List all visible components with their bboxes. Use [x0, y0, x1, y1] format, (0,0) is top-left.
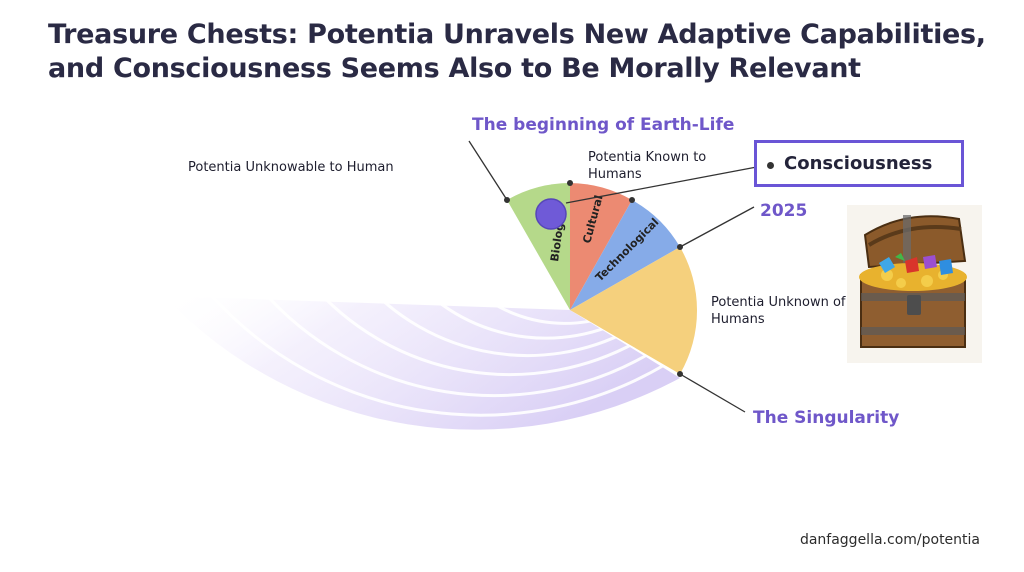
- label-beginning: The beginning of Earth-Life: [472, 115, 735, 135]
- consciousness-callout: Consciousness: [754, 140, 964, 187]
- callout-dot: [767, 162, 774, 169]
- label-unknown: Potentia Unknown of Humans: [711, 295, 846, 327]
- label-unknowable: Potentia Unknowable to Human: [188, 160, 394, 175]
- consciousness-marker: [535, 198, 567, 230]
- page-title: Treasure Chests: Potentia Unravels New A…: [48, 19, 986, 84]
- ring-divider: [308, 281, 641, 377]
- consciousness-line: [565, 165, 763, 204]
- label-singularity: The Singularity: [753, 408, 900, 428]
- year-line: [679, 206, 755, 248]
- singularity-line: [679, 373, 746, 413]
- wedge-label-biological: Biolog: [548, 222, 566, 262]
- beginning-line: [468, 140, 508, 201]
- label-year: 2025: [760, 201, 808, 221]
- wedge-technological: [570, 200, 680, 310]
- marker-dot: [677, 371, 683, 377]
- footer-url[interactable]: danfaggella.com/potentia: [799, 532, 980, 548]
- wedge-unknown: [570, 247, 698, 374]
- ring-divider: [398, 261, 621, 340]
- marker-dot: [677, 244, 683, 250]
- marker-dot: [629, 197, 635, 203]
- marker-dot: [567, 180, 573, 186]
- label-known: Potentia Known to Humans: [588, 150, 707, 182]
- ring-band: [164, 296, 680, 430]
- marker-dot: [504, 197, 510, 203]
- wedge-cultural: [570, 183, 632, 310]
- unknowable-rings: [164, 249, 680, 430]
- ring-divider: [354, 271, 631, 358]
- consciousness-label: Consciousness: [784, 153, 933, 174]
- ring-divider: [260, 289, 653, 397]
- ring-divider: [440, 249, 611, 325]
- ring-divider: [210, 294, 667, 417]
- treasure-chest-image: [847, 205, 982, 363]
